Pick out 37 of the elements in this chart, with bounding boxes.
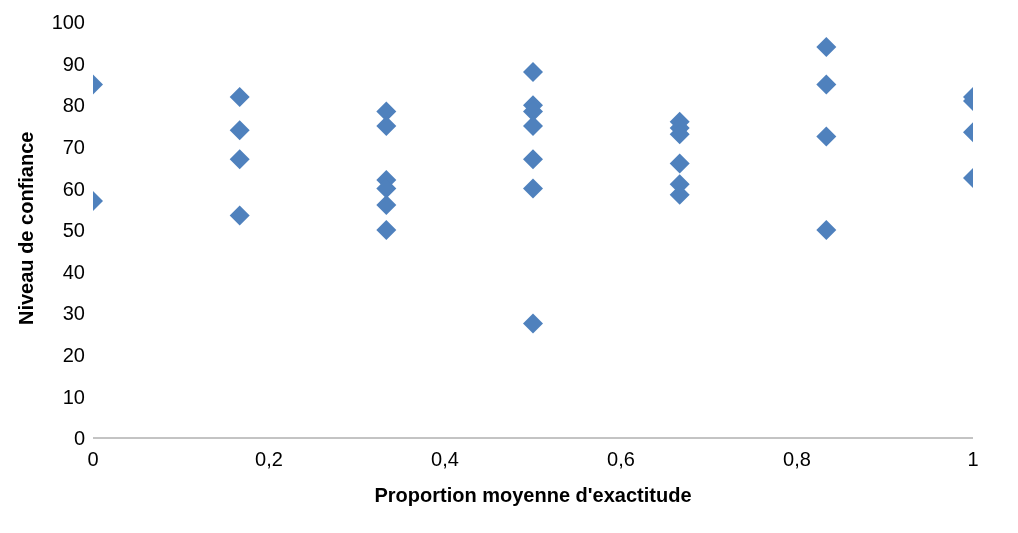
point [229,149,250,170]
y-tick-label: 80 [62,94,85,117]
point [816,36,837,57]
x-tick-label: 0,2 [255,448,283,471]
x-tick-label: 0,8 [783,448,811,471]
y-tick-label: 70 [62,135,85,158]
point [523,313,543,334]
point [816,126,837,147]
point [376,101,397,122]
x-tick-label: 0,6 [607,448,635,471]
x-tick-label: 0,4 [431,448,459,471]
point [376,195,397,216]
point [523,149,543,170]
point [816,74,837,95]
point [669,153,690,174]
point [229,120,250,141]
y-tick-label: 10 [62,385,85,408]
point [523,116,543,136]
y-tick-label: 30 [62,302,85,325]
x-tick-label: 1 [967,448,979,471]
x-tick-label: 0 [87,448,99,471]
point [229,86,250,107]
point [376,220,397,240]
x-axis-title: Proportion moyenne d'exactitude [374,484,692,507]
point [523,178,543,199]
y-tick-label: 50 [62,219,85,242]
y-axis-title: Niveau de confiance [15,131,38,325]
y-tick-label: 90 [62,52,85,75]
y-tick-label: 0 [73,427,85,450]
y-tick-label: 100 [51,11,85,34]
point [376,116,397,136]
y-tick-label: 20 [62,343,85,366]
point [816,220,837,240]
y-tick-label: 60 [62,177,85,200]
y-tick-label: 40 [62,260,85,283]
point [523,61,543,82]
point [229,205,250,226]
